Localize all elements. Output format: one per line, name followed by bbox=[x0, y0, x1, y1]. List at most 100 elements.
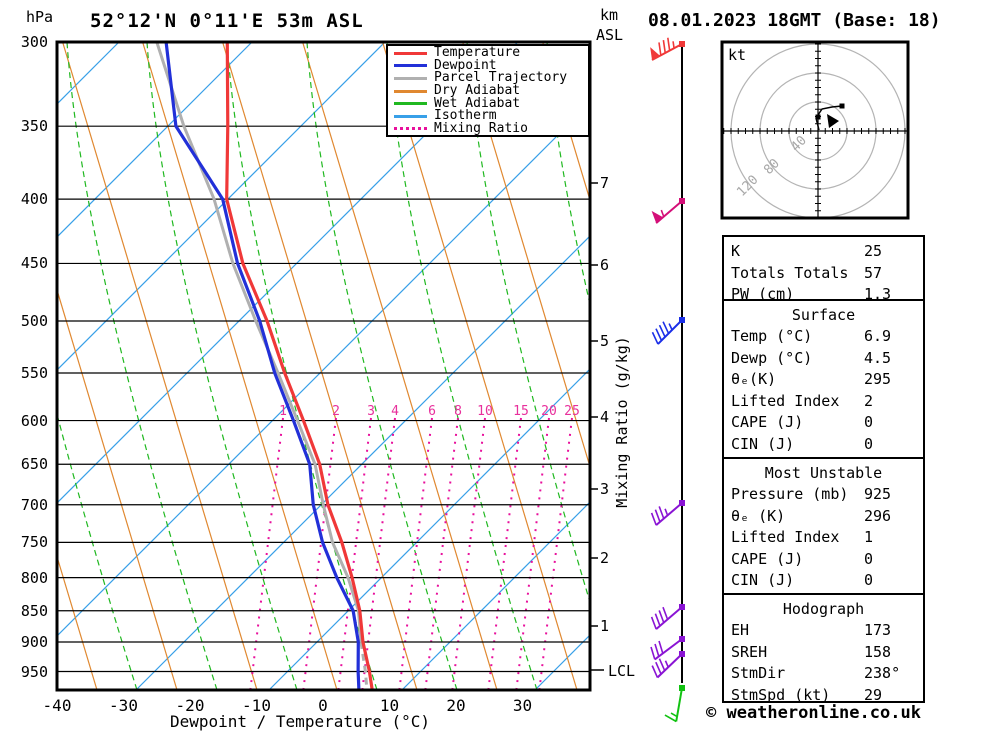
pressure-tick-label: 450 bbox=[20, 254, 48, 273]
isotherm-line bbox=[57, 42, 253, 238]
temp-tick-label: 0 bbox=[318, 696, 328, 715]
panel-row-label: PW (cm) bbox=[731, 285, 795, 303]
panel-row: CAPE (J) 0 bbox=[724, 549, 923, 571]
panel-box-indices: K 25 Totals Totals 57 PW (cm) 1.3 bbox=[722, 235, 925, 303]
panel-row: CIN (J) 0 bbox=[724, 434, 923, 456]
legend-label: Parcel Trajectory bbox=[434, 70, 568, 86]
parcel-trajectory-curve bbox=[155, 42, 363, 643]
panel-row-label: K bbox=[731, 242, 741, 260]
panel-row: StmSpd (kt) 29 bbox=[724, 685, 923, 707]
wind-barb bbox=[651, 317, 685, 345]
panel-row-value: 57 bbox=[864, 263, 883, 282]
pressure-tick-label: 700 bbox=[20, 495, 48, 514]
isotherm-line bbox=[57, 42, 386, 371]
panel-row: θₑ(K) 295 bbox=[724, 369, 923, 391]
pressure-unit-label: hPa bbox=[26, 8, 54, 26]
sounding-curve bbox=[225, 42, 374, 690]
panel-row: Dewp (°C) 4.5 bbox=[724, 348, 923, 370]
mixing-ratio-line bbox=[451, 417, 486, 690]
legend-item-dry-adiabat: Dry Adiabat bbox=[394, 83, 588, 99]
panel-row-label: Totals Totals bbox=[731, 263, 849, 282]
legend-item-mixing-ratio: Mixing Ratio bbox=[394, 120, 588, 136]
parcel-trajectory-curve-dashed bbox=[359, 641, 369, 690]
legend-line-sample bbox=[394, 51, 427, 55]
wind-barb-station-dot bbox=[679, 651, 685, 657]
x-axis-label: Dewpoint / Temperature (°C) bbox=[169, 712, 431, 731]
panel-row-value: 0 bbox=[864, 549, 874, 568]
km-tick-label: 7 bbox=[600, 174, 610, 192]
hodograph-ring-label: 120 bbox=[734, 173, 761, 200]
legend-label: Isotherm bbox=[434, 108, 497, 124]
wind-barb bbox=[650, 37, 685, 61]
mixing-ratio-line bbox=[302, 417, 337, 690]
legend-line-sample bbox=[394, 102, 427, 106]
legend-label: Mixing Ratio bbox=[434, 120, 528, 136]
pressure-tick-label: 800 bbox=[20, 568, 48, 587]
dry-adiabat-line bbox=[62, 42, 258, 690]
wind-barb-station-dot bbox=[679, 41, 685, 47]
hodograph-unit-label: kt bbox=[728, 46, 747, 64]
wet-adiabat-line bbox=[466, 42, 590, 605]
wet-adiabat-line bbox=[947, 42, 1000, 690]
panel-row-value: 158 bbox=[864, 642, 892, 661]
panel-row-value: 1.3 bbox=[864, 285, 892, 303]
panel-box-title: Surface bbox=[791, 306, 856, 324]
pressure-tick-label: 300 bbox=[20, 33, 48, 51]
panel-row: θₑ (K) 296 bbox=[724, 506, 923, 528]
wind-barb bbox=[650, 636, 685, 661]
panel-row-value: 173 bbox=[864, 621, 892, 639]
wind-barb bbox=[651, 651, 685, 679]
panel-row: Temp (°C) 6.9 bbox=[724, 326, 923, 348]
panel-row-value: 4.5 bbox=[864, 348, 892, 367]
legend-label: Dry Adiabat bbox=[434, 83, 521, 99]
isotherm-line bbox=[57, 42, 519, 504]
isotherm-line bbox=[135, 235, 590, 690]
km-tick-label: 1 bbox=[600, 617, 610, 635]
mixing-ratio-value-label: 20 bbox=[541, 404, 557, 419]
panel-row-value: 925 bbox=[864, 485, 892, 503]
hodograph-arrow bbox=[827, 114, 839, 128]
wind-barb bbox=[650, 604, 685, 630]
wind-barb-station-dot bbox=[679, 198, 685, 204]
panel-row: Lifted Index 1 bbox=[724, 527, 923, 549]
pressure-tick-label: 350 bbox=[20, 117, 48, 136]
wet-adiabat-line bbox=[66, 42, 218, 690]
hodograph-dot bbox=[815, 114, 821, 120]
legend-line-sample bbox=[394, 89, 427, 93]
panel-row-value: 1 bbox=[864, 528, 874, 546]
mixing-ratio-line bbox=[538, 417, 573, 690]
mixing-ratio-line bbox=[337, 417, 372, 690]
hodograph-ring-label: 40 bbox=[788, 133, 810, 155]
legend-line-sample bbox=[394, 127, 427, 131]
isotherm-line bbox=[268, 368, 590, 690]
panel-row-label: Dewp (°C) bbox=[731, 348, 813, 367]
panel-row: SREH 158 bbox=[724, 642, 923, 664]
km-tick-label: 5 bbox=[600, 332, 610, 350]
legend: Temperature Dewpoint Parcel Trajectory Dry … bbox=[386, 44, 590, 137]
mixing-ratio-value-label: 8 bbox=[454, 404, 462, 419]
legend-item-parcel-trajectory: Parcel Trajectory bbox=[394, 70, 588, 86]
panel-row-label: CIN (J) bbox=[731, 434, 795, 453]
hodograph-dot bbox=[839, 103, 845, 109]
panel-row-label: CAPE (J) bbox=[731, 549, 804, 568]
panel-row-label: EH bbox=[731, 621, 750, 639]
km-tick-label: 4 bbox=[600, 408, 610, 426]
legend-line-sample bbox=[394, 114, 427, 118]
mixing-ratio-line bbox=[487, 417, 522, 690]
page-title: 52°12'N 0°11'E 53m ASL bbox=[90, 10, 364, 32]
panel-row-value: 296 bbox=[864, 506, 892, 525]
pressure-tick-label: 950 bbox=[20, 662, 48, 681]
panel-row: EH 173 bbox=[724, 620, 923, 642]
dry-adiabat-line bbox=[302, 42, 498, 690]
dry-adiabat-line bbox=[142, 42, 338, 690]
panel-row-label: CAPE (J) bbox=[731, 413, 804, 431]
panel-row-value: 6.9 bbox=[864, 327, 892, 345]
mixing-ratio-line bbox=[361, 417, 396, 690]
legend-item-temperature: Temperature bbox=[394, 46, 588, 60]
temp-tick-label: 20 bbox=[446, 696, 466, 715]
mixing-ratio-axis-label: Mixing Ratio (g/kg) bbox=[613, 336, 631, 508]
dry-adiabat-line bbox=[57, 287, 178, 690]
legend-label: Wet Adiabat bbox=[434, 95, 521, 111]
panel-row-label: StmDir bbox=[731, 664, 786, 682]
